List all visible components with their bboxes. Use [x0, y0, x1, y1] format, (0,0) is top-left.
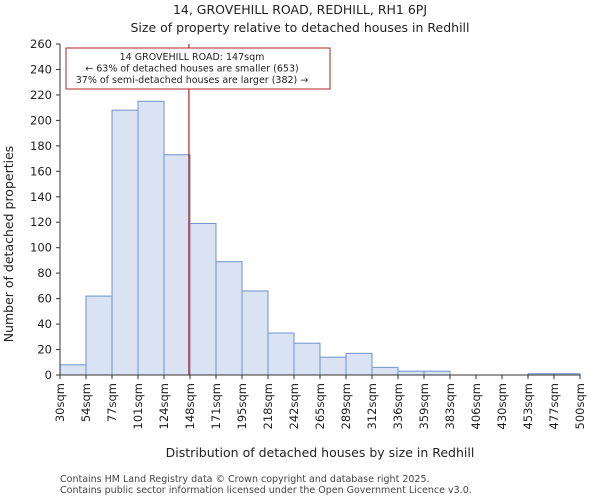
x-tick-label: 477sqm [547, 383, 561, 429]
bars-group [59, 100, 581, 376]
y-tick-label: 220 [30, 88, 52, 102]
x-axis-label: Distribution of detached houses by size … [166, 445, 475, 460]
y-tick-label: 200 [30, 113, 52, 127]
annotation-box [65, 47, 331, 90]
bar [345, 352, 373, 376]
chart-subtitle: Size of property relative to detached ho… [130, 20, 469, 35]
footer-line-1: Contains HM Land Registry data © Crown c… [60, 474, 430, 485]
y-axis-label: Number of detached properties [1, 146, 16, 343]
bar [319, 356, 347, 376]
bar [371, 366, 399, 376]
x-tick-label: 453sqm [521, 383, 535, 429]
bar [241, 290, 269, 376]
annotation-line: 37% of semi-detached houses are larger (… [76, 75, 309, 86]
bar [59, 364, 87, 376]
y-tick-label: 260 [30, 37, 52, 51]
bar [111, 109, 139, 376]
y-tick-label: 160 [30, 164, 52, 178]
x-tick-label: 383sqm [443, 383, 457, 429]
x-tick-label: 312sqm [365, 383, 379, 429]
x-tick-label: 195sqm [235, 383, 249, 429]
bar [189, 223, 217, 376]
axes-group: 0 20 40 60 80 100 120 140 160 180 200 220 240 260 30sq… [30, 37, 587, 429]
bar [85, 295, 113, 376]
chart-title: 14, GROVEHILL ROAD, REDHILL, RH1 6PJ [173, 2, 427, 17]
x-tick-label: 101sqm [131, 383, 145, 429]
annotation-line: ← 63% of detached houses are smaller (65… [85, 64, 298, 75]
y-tick-label: 140 [30, 190, 52, 204]
bar [293, 342, 321, 376]
y-tick-label: 100 [30, 241, 52, 255]
marker-group: 14 GROVEHILL ROAD: 147sqm← 63% of detach… [65, 44, 331, 375]
bar [423, 370, 451, 376]
footer-line-2: Contains public sector information licen… [60, 485, 472, 496]
x-tick-label: 336sqm [391, 383, 405, 429]
bar [267, 332, 295, 376]
x-tick-label: 30sqm [53, 383, 67, 422]
bar [137, 100, 165, 376]
y-tick-label: 80 [37, 266, 52, 280]
x-tick-label: 171sqm [209, 383, 223, 429]
x-tick-label: 406sqm [469, 383, 483, 429]
bar [163, 154, 191, 376]
x-tick-label: 430sqm [495, 383, 509, 429]
annotation-line: 14 GROVEHILL ROAD: 147sqm [120, 52, 265, 63]
y-tick-label: 20 [37, 343, 52, 357]
x-tick-label: 359sqm [417, 383, 431, 429]
y-tick-label: 40 [37, 317, 52, 331]
y-tick-label: 60 [37, 292, 52, 306]
x-tick-label: 54sqm [79, 383, 93, 422]
x-tick-label: 77sqm [105, 383, 119, 422]
x-tick-label: 218sqm [261, 383, 275, 429]
x-tick-label: 148sqm [183, 383, 197, 429]
x-tick-label: 124sqm [157, 383, 171, 429]
bar [215, 261, 243, 376]
x-tick-label: 500sqm [573, 383, 587, 429]
y-tick-label: 0 [45, 368, 52, 382]
y-tick-label: 180 [30, 139, 52, 153]
y-tick-label: 240 [30, 62, 52, 76]
y-tick-label: 120 [30, 215, 52, 229]
x-tick-label: 265sqm [313, 383, 327, 429]
x-tick-label: 289sqm [339, 383, 353, 429]
x-tick-label: 242sqm [287, 383, 301, 429]
histogram-chart: 14, GROVEHILL ROAD, REDHILL, RH1 6PJ Siz… [1, 2, 587, 460]
bar [397, 370, 425, 376]
